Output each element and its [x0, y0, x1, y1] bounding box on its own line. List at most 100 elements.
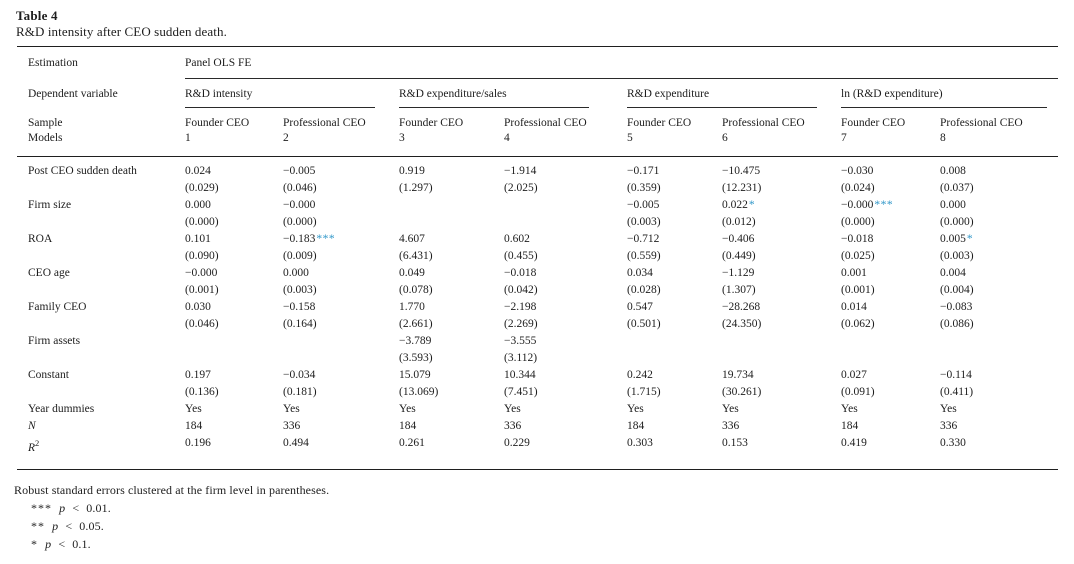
cell-standard-error: (0.012) [722, 216, 756, 228]
cell-value: Yes [940, 403, 957, 415]
group-header-rd-expenditure-sales: R&D expenditure/sales [399, 88, 589, 108]
row-label: CEO age [28, 267, 70, 279]
cell-estimate: −0.171 [627, 165, 660, 177]
cell-standard-error [627, 350, 722, 367]
cell-standard-error: (24.350) [722, 318, 762, 330]
cell-estimate: −0.083 [940, 301, 973, 313]
cell-estimate [283, 333, 399, 350]
cell-estimate: −0.018 [504, 267, 537, 279]
cell-standard-error [722, 350, 841, 367]
standard-error-row: (0.136) (0.181) (13.069) (7.451) (1.715) (30.… [17, 384, 1058, 401]
significance-stars: *** [316, 233, 336, 245]
cell-value: Yes [627, 403, 644, 415]
cell-estimate: −0.018 [841, 233, 874, 245]
cell-estimate: −0.000 [185, 267, 218, 279]
column-header-2: Professional CEO 2 [283, 108, 399, 157]
column-header-8: Professional CEO 8 [940, 108, 1059, 157]
cell-standard-error: (0.046) [283, 182, 317, 194]
cell-standard-error: (0.009) [283, 250, 317, 262]
standard-error-row: (0.001) (0.003) (0.078) (0.042) (0.028) (1.30… [17, 282, 1058, 299]
cell-standard-error: (0.136) [185, 386, 219, 398]
significance-stars: *** [874, 199, 894, 211]
cell-estimate [940, 333, 1058, 350]
cell-estimate: −0.000*** [841, 199, 894, 211]
cell-standard-error: (0.003) [283, 284, 317, 296]
stat-row: Year dummies Yes Yes Yes Yes Yes Yes Yes Yes [17, 401, 1058, 418]
cell-standard-error: (0.028) [627, 284, 661, 296]
cell-estimate: 0.049 [399, 267, 425, 279]
table-footnotes: Robust standard errors clustered at the … [14, 481, 1058, 553]
cell-value: 184 [841, 420, 859, 432]
significance-line: ** p < 0.05. [31, 518, 104, 533]
estimation-label: Estimation [28, 57, 78, 69]
cell-value: 0.153 [722, 437, 748, 449]
footnote-clustering: Robust standard errors clustered at the … [14, 482, 330, 497]
coefficient-row: CEO age −0.000 0.000 0.049 −0.018 0.034 −1.129… [17, 265, 1058, 282]
coefficient-row: Firm assets −3.789 −3.555 [17, 333, 1058, 350]
cell-standard-error [504, 214, 627, 231]
cell-standard-error: (0.181) [283, 386, 317, 398]
cell-estimate: −0.158 [283, 301, 316, 313]
cell-estimate: −0.005 [283, 165, 316, 177]
cell-standard-error: (12.231) [722, 182, 762, 194]
significance-stars: ** [31, 518, 45, 533]
cell-estimate: −2.198 [504, 301, 537, 313]
cell-estimate: 0.000 [283, 267, 309, 279]
cell-standard-error: (0.000) [940, 216, 974, 228]
row-label: R2 [28, 438, 40, 454]
cell-standard-error: (0.025) [841, 250, 875, 262]
column-header-4: Professional CEO 4 [504, 108, 627, 157]
cell-estimate: 0.919 [399, 165, 425, 177]
row-label-spacer [17, 180, 185, 197]
cell-value: 0.261 [399, 437, 425, 449]
cell-estimate: 0.000 [940, 199, 966, 211]
cell-estimate: 0.197 [185, 369, 211, 381]
column-header-3: Founder CEO 3 [399, 108, 504, 157]
group-header-rd-intensity: R&D intensity [185, 88, 375, 108]
cell-estimate [399, 197, 504, 214]
cell-standard-error: (0.042) [504, 284, 538, 296]
standard-error-row: (0.000) (0.000) (0.003) (0.012) (0.000) (0.00… [17, 214, 1058, 231]
cell-standard-error: (0.449) [722, 250, 756, 262]
cell-standard-error [940, 350, 1058, 367]
cell-standard-error: (0.411) [940, 386, 974, 398]
cell-standard-error: (0.024) [841, 182, 875, 194]
cell-estimate: −0.183*** [283, 233, 336, 245]
cell-standard-error: (0.078) [399, 284, 433, 296]
cell-value: 0.330 [940, 437, 966, 449]
row-label: Firm size [28, 199, 72, 211]
cell-standard-error: (0.091) [841, 386, 875, 398]
cell-estimate: 10.344 [504, 369, 536, 381]
cell-standard-error: (2.025) [504, 182, 538, 194]
row-label: Family CEO [28, 301, 87, 313]
cell-standard-error [185, 350, 283, 367]
dependent-variable-label: Dependent variable [28, 87, 118, 100]
cell-standard-error: (0.086) [940, 318, 974, 330]
row-label-spacer [17, 248, 185, 265]
cell-value: 336 [722, 420, 740, 432]
models-label: Models [28, 132, 63, 144]
row-label-spacer [17, 214, 185, 231]
row-label: Post CEO sudden death [28, 165, 137, 177]
cell-estimate: 1.770 [399, 301, 425, 313]
row-label-spacer [17, 384, 185, 401]
cell-standard-error: (0.090) [185, 250, 219, 262]
cell-estimate: −0.000 [283, 199, 316, 211]
estimation-row: Estimation Panel OLS FE [17, 46, 1059, 79]
cell-value: 0.229 [504, 437, 530, 449]
cell-standard-error: (2.661) [399, 318, 433, 330]
cell-estimate: 0.022* [722, 199, 756, 211]
cell-standard-error: (7.451) [504, 386, 538, 398]
cell-value: Yes [185, 403, 202, 415]
significance-notes: *** p < 0.01. ** p < 0.05. * p < 0.1. [14, 499, 1058, 553]
cell-standard-error: (1.307) [722, 284, 756, 296]
significance-stars: * [31, 536, 38, 551]
row-label: Year dummies [28, 403, 95, 415]
cell-estimate [841, 333, 940, 350]
significance-stars: * [748, 199, 756, 211]
standard-error-row: (0.046) (0.164) (2.661) (2.269) (0.501) (24.3… [17, 316, 1058, 333]
cell-estimate: −0.406 [722, 233, 755, 245]
significance-threshold: < 0.01. [72, 500, 111, 515]
stat-row: R2 0.196 0.494 0.261 0.229 0.303 0.153 0.419 0.3… [17, 435, 1058, 469]
cell-standard-error [841, 350, 940, 367]
